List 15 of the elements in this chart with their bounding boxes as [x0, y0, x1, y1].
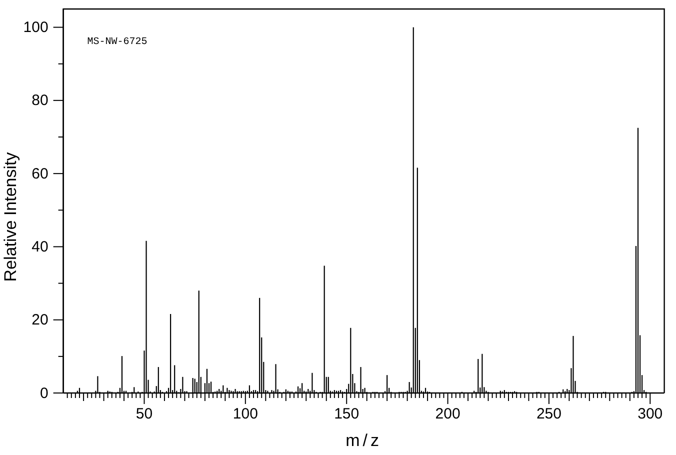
- y-tick-label: 80: [32, 92, 48, 110]
- y-tick-label: 100: [23, 19, 48, 36]
- x-tick-label: 250: [536, 406, 562, 423]
- x-tick-label: 100: [232, 406, 258, 423]
- x-tick-label: 300: [638, 406, 663, 423]
- annotation: MS-NW-6725: [87, 37, 148, 48]
- x-tick-label: 200: [435, 406, 460, 423]
- x-tick-label: 50: [136, 406, 153, 423]
- x-axis-title: m/z: [346, 431, 382, 450]
- y-tick-label: 60: [32, 165, 48, 182]
- y-tick-label: 20: [32, 312, 48, 329]
- y-axis-title: Relative Intensity: [1, 152, 20, 282]
- x-tick-label: 150: [334, 406, 360, 423]
- y-tick-label: 40: [32, 238, 48, 256]
- y-tick-label: 0: [40, 384, 48, 402]
